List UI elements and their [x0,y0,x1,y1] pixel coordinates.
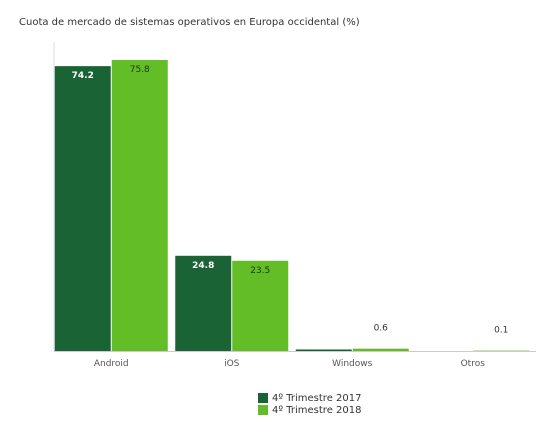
x-tick-label-otros: Otros [461,359,486,369]
data-label-otros-2018: 0.1 [494,326,508,336]
legend-swatch-2017 [258,393,268,403]
bar-android-2018 [111,60,168,351]
legend-swatch-2018 [258,405,268,415]
data-label-ios-2017: 24.8 [192,261,214,271]
legend-item-2018: 4º Trimestre 2018 [258,404,361,416]
data-label-android-2018: 75.8 [130,65,150,75]
data-label-ios-2018: 23.5 [250,266,270,276]
x-tick-label-ios: iOS [224,359,240,369]
chart-title: Cuota de mercado de sistemas operativos … [19,17,360,28]
bar-ios-2018 [232,260,289,351]
data-label-windows-2018: 0.6 [374,324,389,334]
data-label-android-2017: 74.2 [72,71,94,81]
bar-windows-2017 [295,349,352,351]
legend: 4º Trimestre 2017 4º Trimestre 2018 [258,392,361,416]
legend-label-2017: 4º Trimestre 2017 [272,392,362,404]
legend-label-2018: 4º Trimestre 2018 [272,404,362,416]
legend-item-2017: 4º Trimestre 2017 [258,392,361,404]
x-tick-label-windows: Windows [332,359,372,369]
x-tick-label-android: Android [94,359,129,369]
bar-ios-2017 [175,255,232,351]
bar-android-2017 [54,66,111,351]
bar-windows-2018 [352,348,409,351]
